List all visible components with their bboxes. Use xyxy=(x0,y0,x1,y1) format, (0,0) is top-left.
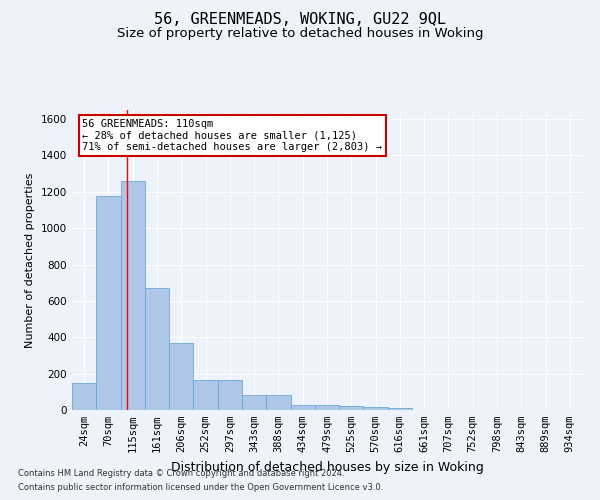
Bar xyxy=(169,342,193,410)
Text: Size of property relative to detached houses in Woking: Size of property relative to detached ho… xyxy=(117,28,483,40)
Bar xyxy=(364,408,388,410)
Bar xyxy=(218,380,242,410)
Bar xyxy=(121,181,145,410)
Bar xyxy=(242,396,266,410)
Bar xyxy=(290,404,315,410)
Bar xyxy=(193,380,218,410)
Bar xyxy=(388,408,412,410)
Text: 56 GREENMEADS: 110sqm
← 28% of detached houses are smaller (1,125)
71% of semi-d: 56 GREENMEADS: 110sqm ← 28% of detached … xyxy=(82,119,382,152)
Bar xyxy=(339,406,364,410)
Bar xyxy=(145,288,169,410)
Text: Contains public sector information licensed under the Open Government Licence v3: Contains public sector information licen… xyxy=(18,484,383,492)
Bar xyxy=(72,382,96,410)
X-axis label: Distribution of detached houses by size in Woking: Distribution of detached houses by size … xyxy=(170,460,484,473)
Text: Contains HM Land Registry data © Crown copyright and database right 2024.: Contains HM Land Registry data © Crown c… xyxy=(18,468,344,477)
Bar xyxy=(315,406,339,410)
Bar xyxy=(96,196,121,410)
Y-axis label: Number of detached properties: Number of detached properties xyxy=(25,172,35,348)
Bar xyxy=(266,396,290,410)
Text: 56, GREENMEADS, WOKING, GU22 9QL: 56, GREENMEADS, WOKING, GU22 9QL xyxy=(154,12,446,28)
